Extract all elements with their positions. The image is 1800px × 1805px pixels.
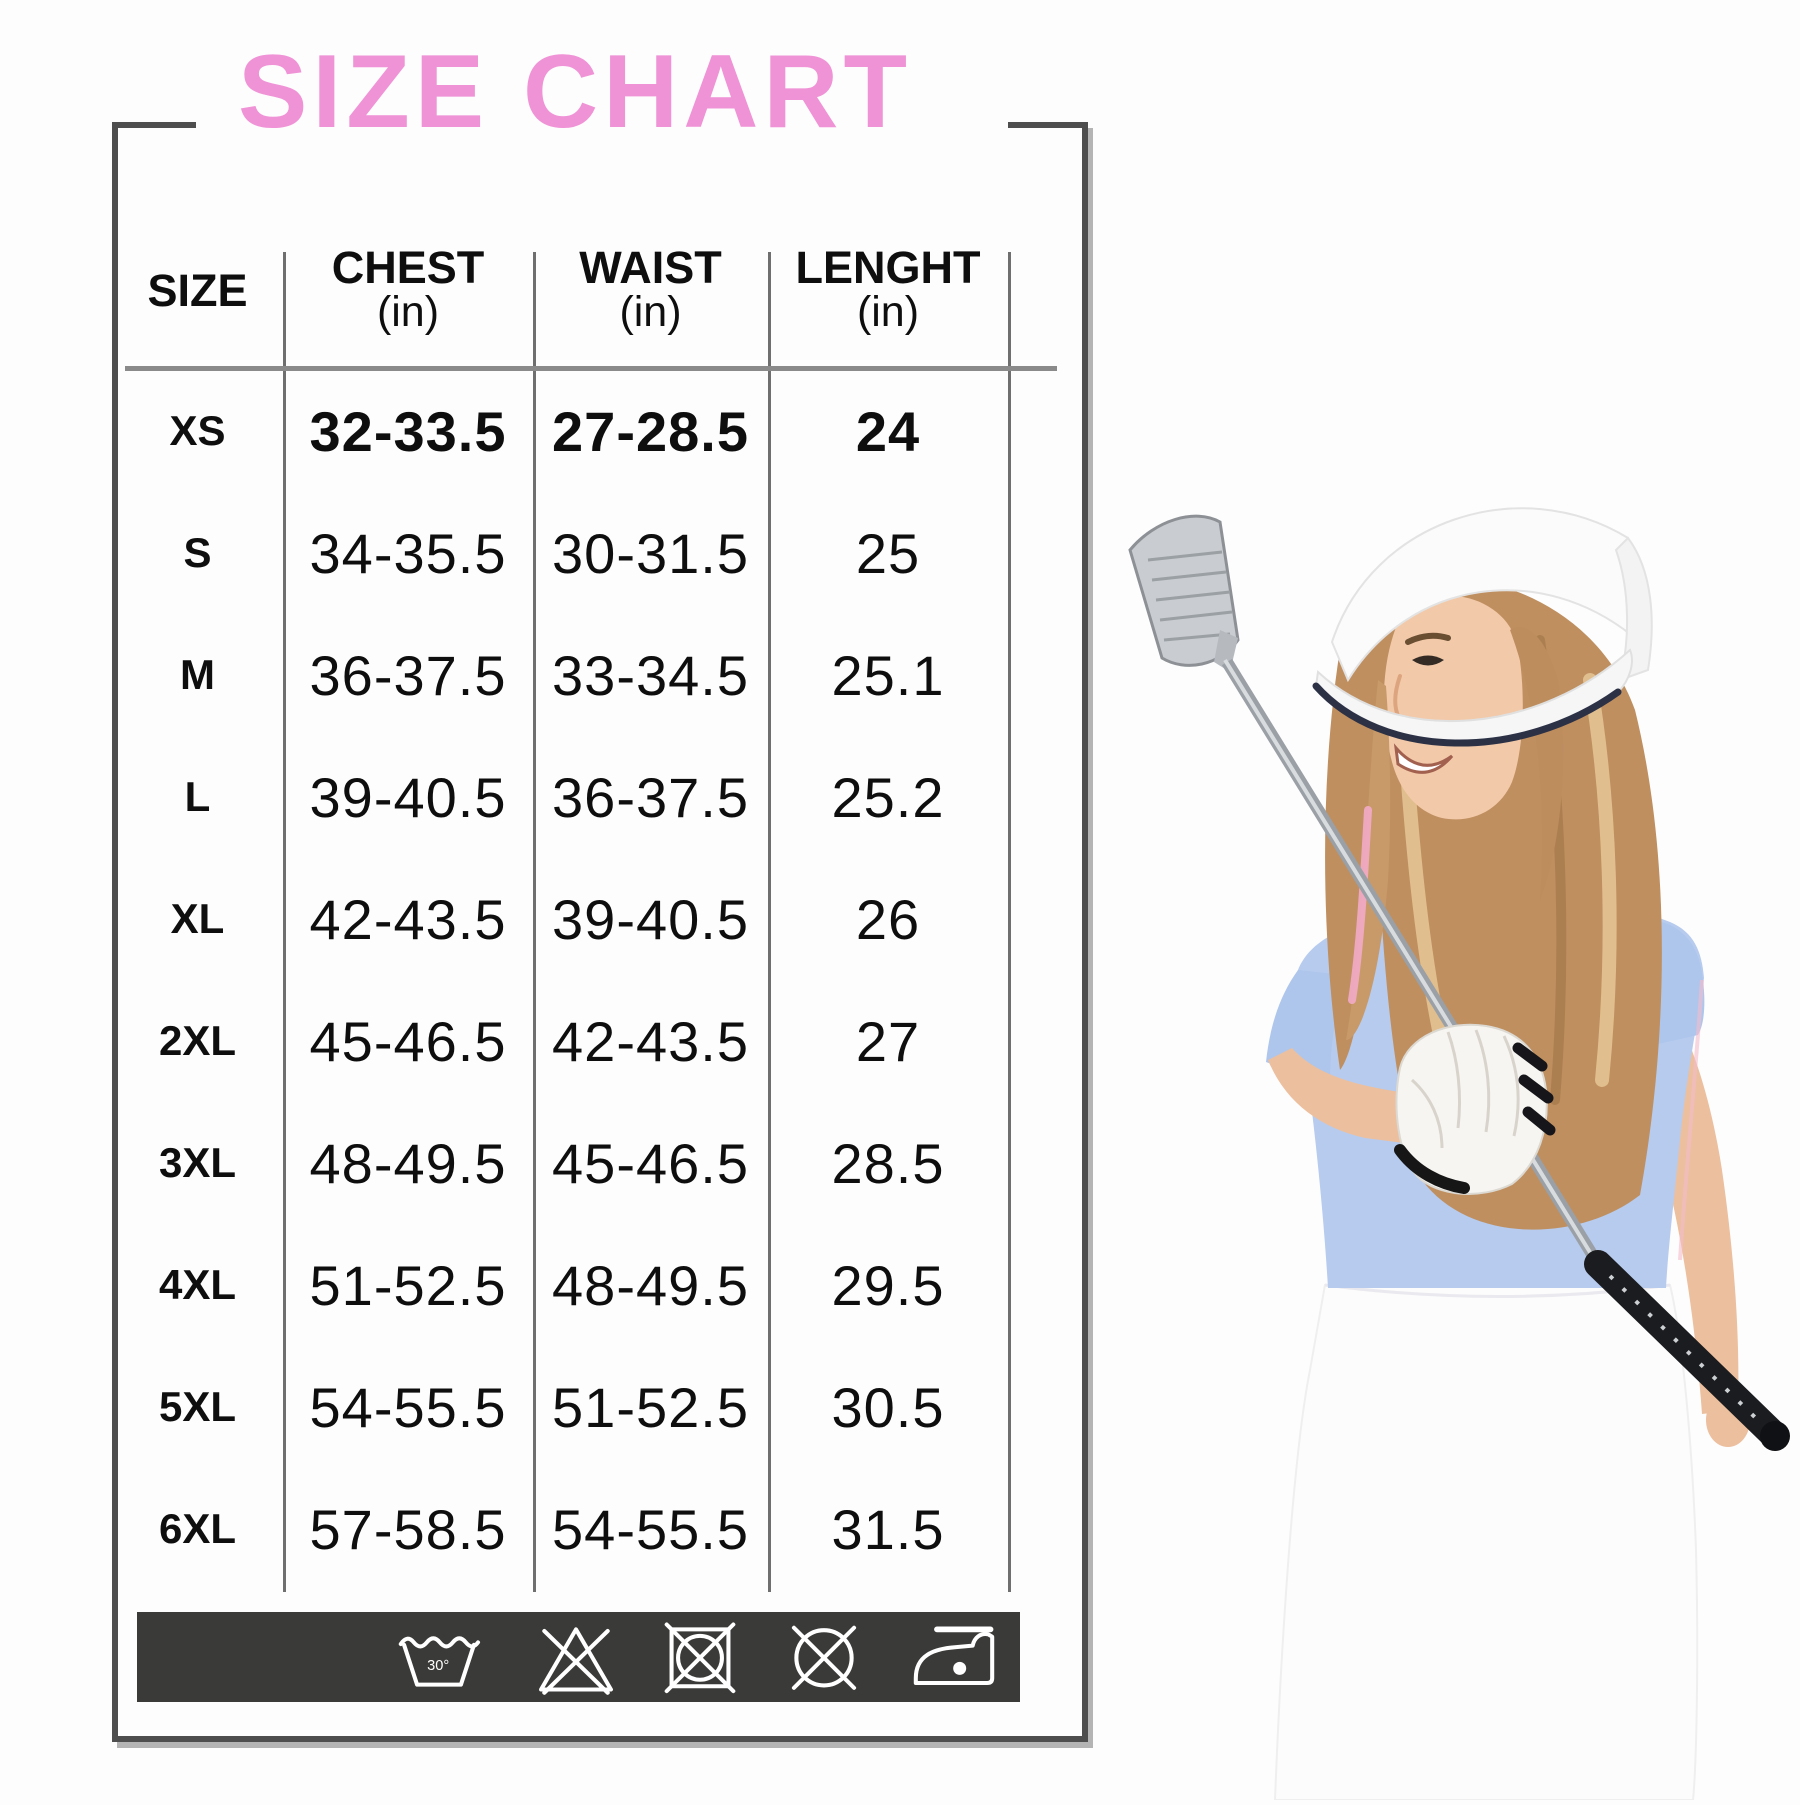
- size-label: XS: [169, 407, 226, 454]
- arm-left: [1268, 1048, 1419, 1144]
- chest-value: 39-40.5: [309, 765, 507, 829]
- waist-value: 27-28.5: [552, 399, 749, 463]
- size-label: 6XL: [158, 1505, 237, 1552]
- do-not-dry-clean-icon: [778, 1618, 870, 1696]
- column-divider: [283, 252, 286, 1592]
- model-photo: [980, 380, 1800, 1801]
- column-divider: [533, 252, 536, 1592]
- waist-value: 39-40.5: [552, 887, 749, 951]
- chest-value: 45-46.5: [309, 1009, 507, 1073]
- length-value: 25.2: [831, 765, 945, 829]
- column-divider: [1008, 252, 1011, 1592]
- length-value: 29.5: [831, 1253, 945, 1317]
- pink-hair-streak: [1348, 806, 1372, 1004]
- column-header-chest: CHEST (in): [331, 241, 485, 336]
- length-value: 30.5: [831, 1375, 945, 1439]
- skirt: [1273, 1284, 1699, 1801]
- waist-value: 48-49.5: [552, 1253, 749, 1317]
- smile: [1393, 743, 1454, 774]
- waist-value: 54-55.5: [552, 1497, 749, 1561]
- chest-value: 32-33.5: [309, 399, 507, 463]
- eyebrow: [1405, 632, 1451, 645]
- iron-low-heat-icon: [902, 1618, 1006, 1696]
- waist-value: 33-34.5: [552, 643, 749, 707]
- chest-value: 54-55.5: [309, 1375, 507, 1439]
- do-not-bleach-icon: [530, 1618, 622, 1696]
- length-value: 27: [855, 1009, 921, 1073]
- chest-value: 51-52.5: [309, 1253, 507, 1317]
- chest-value: 57-58.5: [309, 1497, 507, 1561]
- face: [1383, 595, 1523, 820]
- wash-30-icon: 30°: [380, 1618, 498, 1696]
- size-label: 5XL: [158, 1383, 237, 1430]
- column-header-length: LENGHT (in): [795, 241, 981, 336]
- size-label: 4XL: [158, 1261, 237, 1308]
- waist-value: 36-37.5: [552, 765, 749, 829]
- header-underline: [125, 366, 1057, 371]
- glove: [1394, 1023, 1556, 1195]
- length-value: 31.5: [831, 1497, 945, 1561]
- golf-club: [1128, 514, 1604, 1268]
- length-value: 25.1: [831, 643, 945, 707]
- chest-value: 48-49.5: [309, 1131, 507, 1195]
- page-title: SIZE CHART: [238, 34, 912, 150]
- length-value: 24: [855, 399, 921, 463]
- waist-value: 45-46.5: [552, 1131, 749, 1195]
- club-grip: [1584, 1250, 1790, 1451]
- length-value: 25: [855, 521, 921, 585]
- size-label: L: [184, 773, 211, 820]
- golfer-illustration: [1128, 507, 1790, 1801]
- length-value: 26: [855, 887, 921, 951]
- chest-value: 42-43.5: [309, 887, 507, 951]
- chest-value: 34-35.5: [309, 521, 507, 585]
- size-label: S: [183, 529, 212, 576]
- column-header-size: SIZE: [147, 264, 248, 316]
- do-not-tumble-dry-icon: [654, 1618, 746, 1696]
- eye: [1412, 655, 1444, 666]
- size-label: M: [180, 651, 215, 698]
- size-table: SIZE CHEST (in) WAIST (in) LENGHT (in) X…: [112, 210, 1008, 1590]
- waist-value: 42-43.5: [552, 1009, 749, 1073]
- size-label: 3XL: [158, 1139, 237, 1186]
- svg-text:30°: 30°: [427, 1658, 449, 1674]
- hair-front: [1346, 627, 1564, 1040]
- size-label: 2XL: [158, 1017, 237, 1064]
- care-instructions-bar: 30°: [137, 1612, 1020, 1702]
- length-value: 28.5: [831, 1131, 945, 1195]
- waist-value: 30-31.5: [552, 521, 749, 585]
- title-background-mask: [196, 114, 1008, 138]
- visor: [1312, 507, 1653, 747]
- visor-trim: [1312, 682, 1622, 747]
- chest-value: 36-37.5: [309, 643, 507, 707]
- size-label: XL: [170, 895, 225, 942]
- waist-value: 51-52.5: [552, 1375, 749, 1439]
- column-divider: [768, 252, 771, 1592]
- column-header-waist: WAIST (in): [579, 241, 722, 336]
